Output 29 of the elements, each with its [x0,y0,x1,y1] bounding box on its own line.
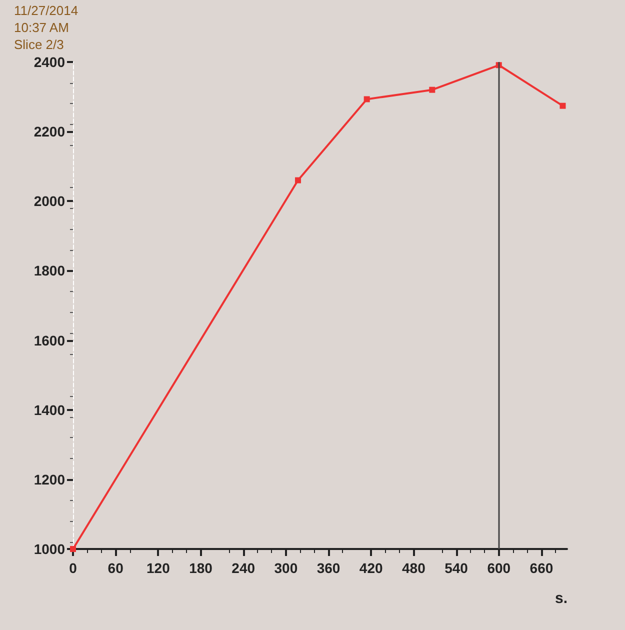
x-tick-label: 300 [274,560,298,576]
x-tick-label: 0 [69,560,78,576]
y-tick-label: 1200 [34,471,66,488]
point [560,102,566,109]
x-tick-label: 540 [444,560,468,576]
x-tick-label: 480 [402,560,426,576]
text: 10:37 AM [14,20,69,35]
x-tick-label: 420 [359,560,383,576]
text: 11/27/2014 [14,3,78,18]
x-axis-title: s. [555,590,568,607]
y-tick-label: 2000 [34,193,66,210]
x-tick-label: 600 [487,560,511,576]
x-tick-label: 180 [189,560,213,576]
y-tick-label: 1600 [34,332,66,348]
point [429,86,436,93]
y-tick-label: 2200 [34,124,66,140]
x-tick-label: 660 [530,560,554,576]
y-tick-label: 2400 [34,54,66,70]
y-tick-label: 1800 [34,262,66,279]
y-tick-label: 1000 [34,541,66,557]
x-tick-label: 60 [108,560,124,576]
x-tick-label: 360 [316,560,340,576]
point [70,546,76,552]
text: Slice 2/3 [14,37,64,52]
point [294,177,301,184]
y-tick-label: 1400 [34,402,66,418]
point [364,96,370,102]
x-tick-label: 240 [232,560,256,576]
x-tick-label: 120 [146,560,170,576]
